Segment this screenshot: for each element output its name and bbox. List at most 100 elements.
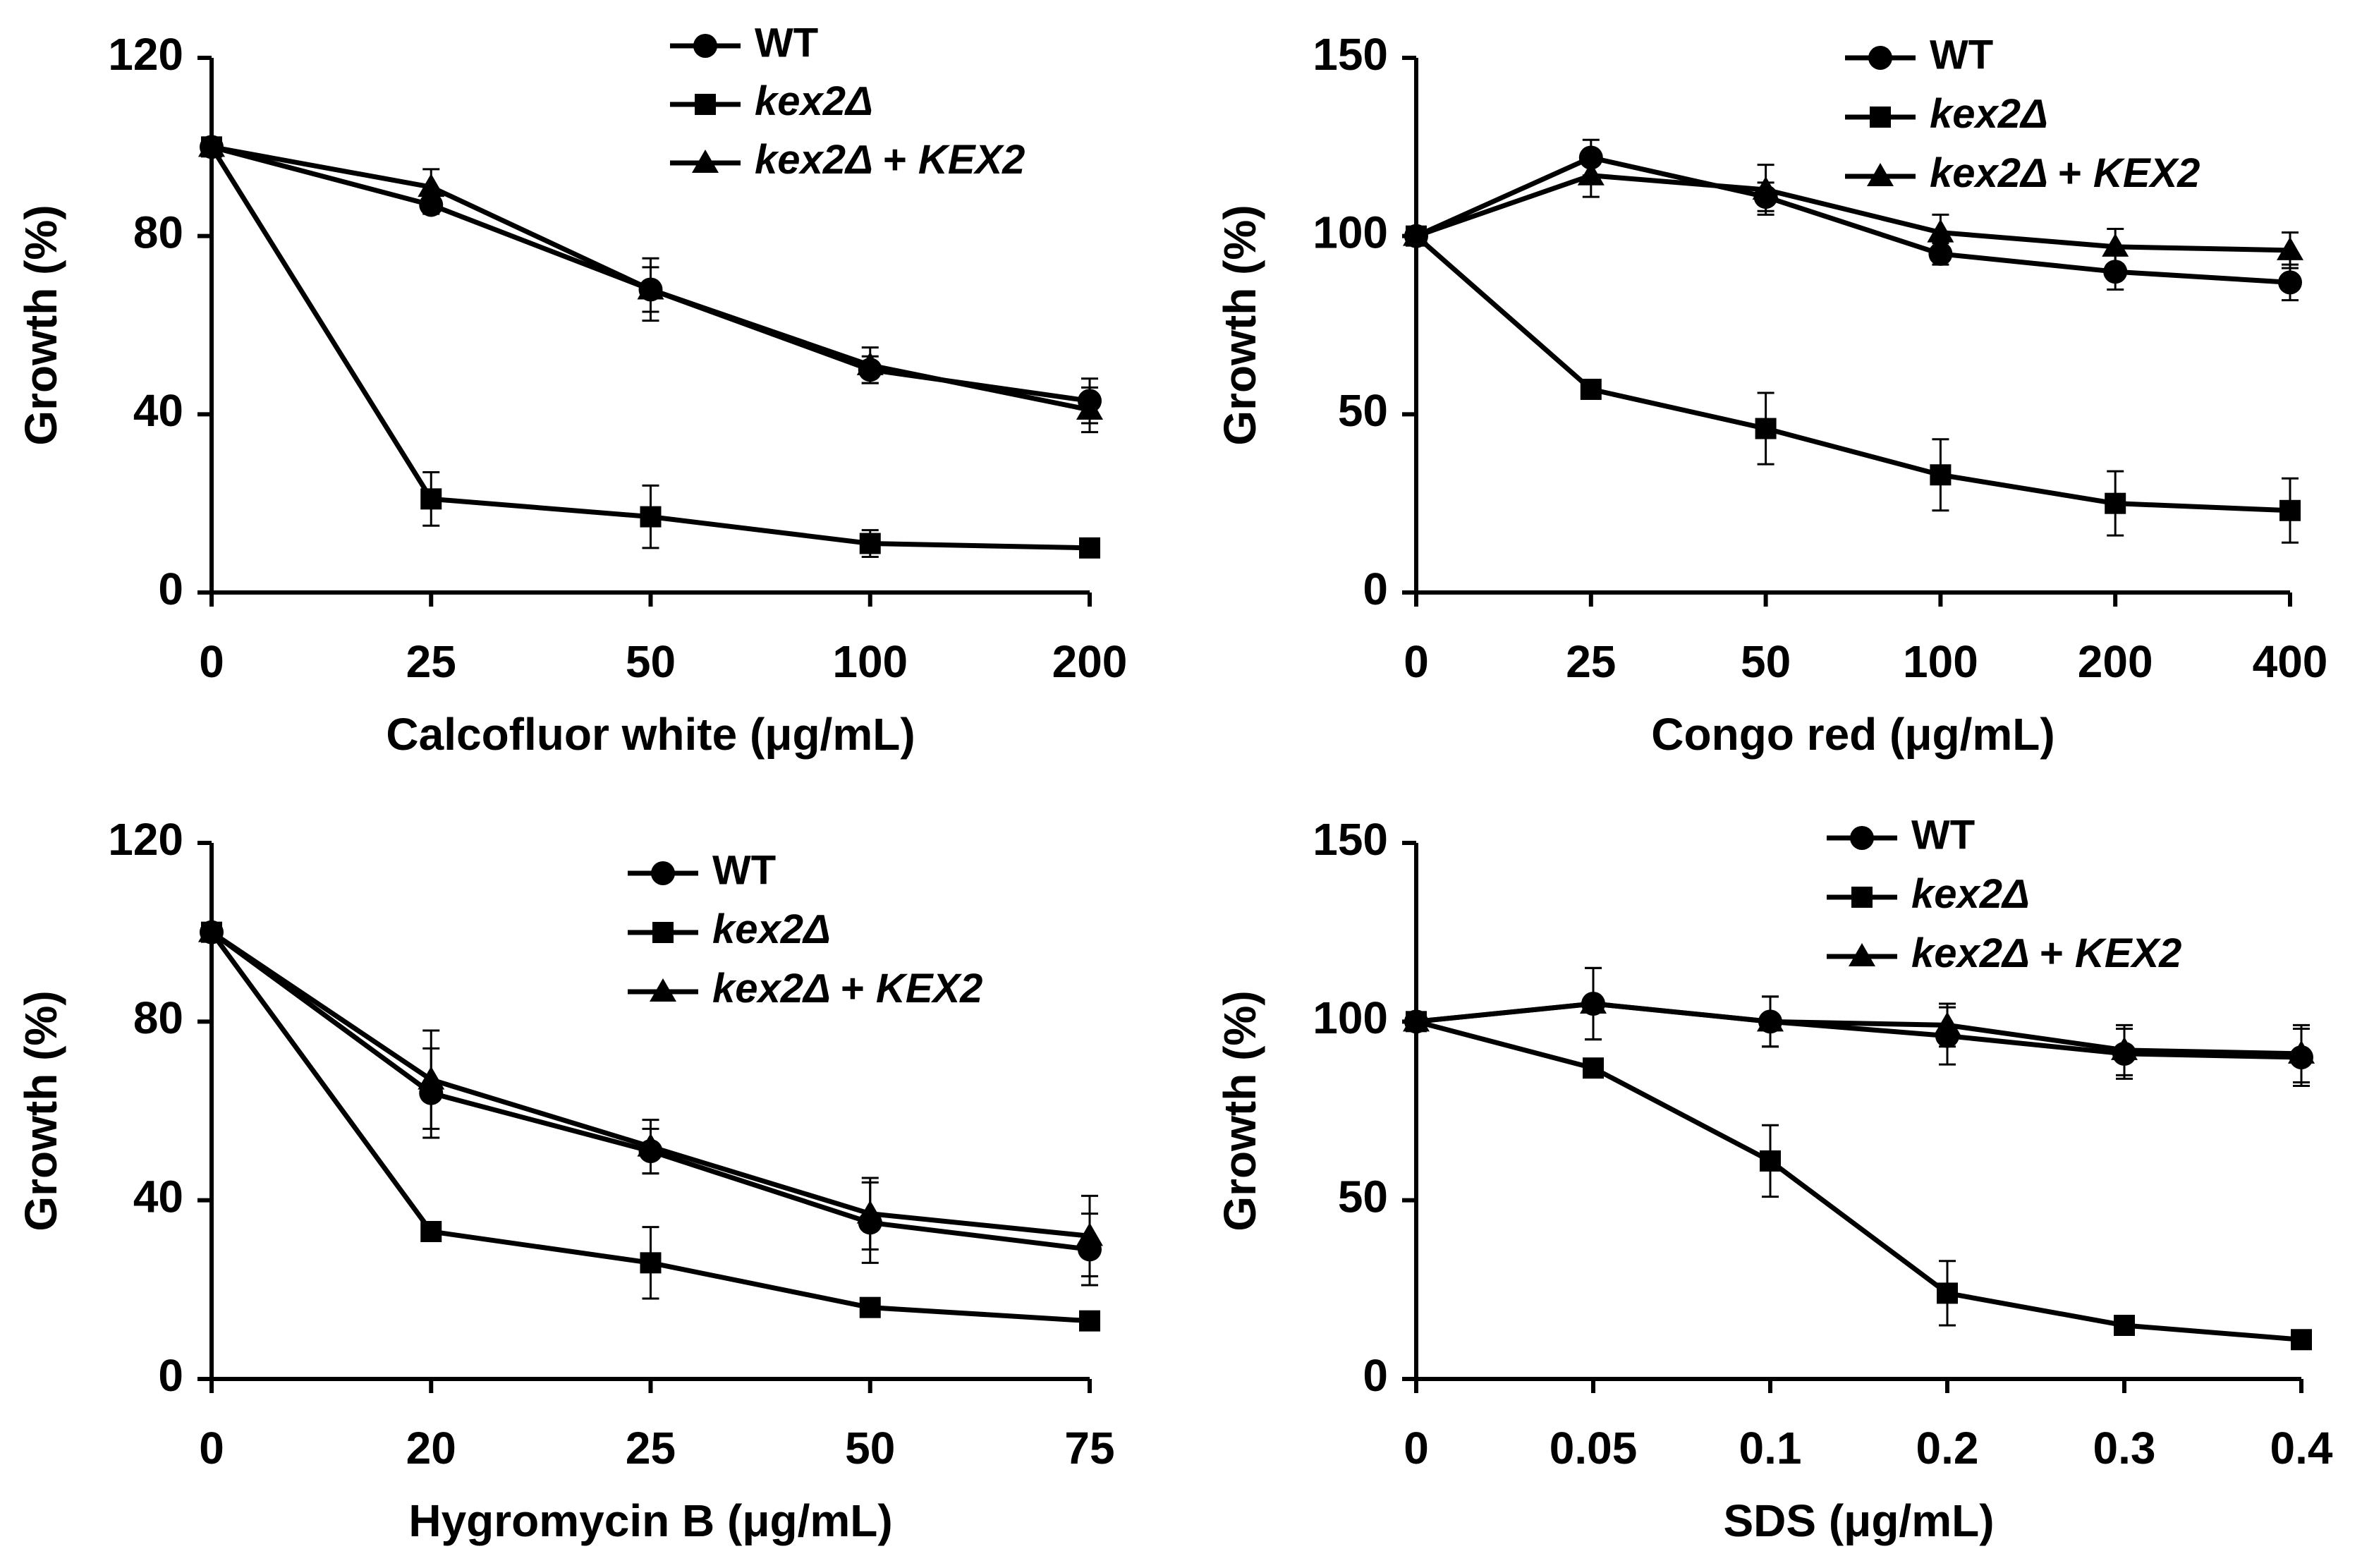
legend: WT kex2Δ kex2Δ + KEX2	[1827, 812, 2181, 976]
data-point-triangle-marker	[1403, 222, 1430, 246]
y-axis-title: Growth (%)	[1215, 990, 1265, 1231]
y-tick-label: 40	[133, 1172, 183, 1222]
data-point-triangle-marker	[418, 1066, 445, 1090]
legend-label: WT	[1911, 812, 1975, 858]
data-point-square-marker	[420, 488, 442, 510]
legend-label: kex2Δ + KEX2	[1930, 150, 2200, 196]
x-tick-label: 50	[845, 1423, 895, 1473]
x-tick-label: 0	[199, 636, 224, 687]
series-circle	[1404, 138, 2302, 302]
data-point-triangle-marker	[2111, 1036, 2138, 1060]
series-triangle	[198, 918, 1103, 1277]
x-tick-label: 200	[1052, 636, 1128, 687]
x-tick-label: 0	[1404, 1423, 1429, 1473]
series-line	[1415, 154, 2291, 285]
data-point-triangle-marker	[198, 133, 225, 157]
legend-triangle-marker	[1867, 163, 1894, 186]
x-axis-title: Calcofluor white (μg/mL)	[386, 709, 915, 760]
x-tick-label: 25	[406, 636, 456, 687]
x-tick-label: 0	[199, 1423, 224, 1473]
data-point-square-marker	[1937, 1282, 1958, 1304]
legend: WT kex2Δ kex2Δ + KEX2	[1845, 32, 2200, 196]
y-tick-label: 150	[1313, 29, 1388, 80]
series-circle	[1404, 966, 2313, 1088]
data-point-triangle-marker	[1076, 1222, 1103, 1246]
legend-triangle-marker	[650, 978, 676, 1002]
x-tick-label: 0.1	[1739, 1423, 1802, 1473]
legend-square-marker	[1870, 107, 1891, 128]
y-tick-label: 120	[108, 29, 183, 80]
data-point-triangle-marker	[1403, 1008, 1430, 1032]
x-tick-label: 400	[2253, 636, 2328, 687]
x-axis-title: Congo red (μg/mL)	[1651, 709, 2054, 760]
legend-circle-marker	[1868, 46, 1892, 70]
data-point-triangle-marker	[1927, 219, 1954, 243]
data-point-triangle-marker	[2102, 233, 2129, 257]
y-tick-label: 120	[108, 814, 183, 865]
legend-label: kex2Δ	[1911, 871, 2030, 917]
data-point-triangle-marker	[1580, 990, 1607, 1014]
y-tick-label: 50	[1338, 385, 1388, 436]
data-point-triangle-marker	[1757, 1008, 1784, 1032]
data-point-square-marker	[1755, 418, 1777, 439]
x-tick-label: 50	[626, 636, 676, 687]
data-point-triangle-marker	[856, 1200, 884, 1224]
legend-square-marker	[695, 94, 716, 115]
data-point-circle-marker	[1928, 241, 1953, 266]
x-tick-label: 25	[626, 1423, 676, 1473]
data-point-triangle-marker	[1076, 396, 1103, 420]
data-point-square-marker	[859, 1296, 881, 1318]
data-point-square-marker	[1079, 1310, 1100, 1332]
y-tick-label: 0	[158, 564, 183, 614]
data-point-square-marker	[640, 506, 662, 528]
series-line	[1414, 234, 2291, 513]
y-tick-label: 150	[1313, 814, 1388, 865]
data-point-circle-marker	[2103, 260, 2128, 284]
x-tick-label: 20	[406, 1423, 456, 1473]
data-point-triangle-marker	[637, 1133, 664, 1157]
legend-square-marker	[1851, 887, 1873, 908]
x-tick-label: 100	[1903, 636, 1978, 687]
y-tick-label: 0	[158, 1350, 183, 1401]
legend-circle-marker	[1850, 826, 1874, 850]
x-tick-label: 0	[1404, 636, 1429, 687]
data-point-square-marker	[2279, 499, 2301, 521]
chart-panel-4: 0 50 100 150 0 0.05 0.1 0.2 0.3 0.4 SDS (μg/mL) Gro…	[1215, 812, 2333, 1546]
legend-label: kex2Δ + KEX2	[755, 137, 1025, 183]
series-square	[1406, 1011, 2312, 1351]
x-axis-title: SDS (μg/mL)	[1723, 1495, 1994, 1546]
x-tick-label: 0.3	[2093, 1423, 2156, 1473]
x-tick-label: 100	[832, 636, 908, 687]
data-point-triangle-marker	[198, 918, 225, 942]
legend-label: kex2Δ	[712, 906, 831, 952]
series-line	[1416, 1019, 2302, 1342]
y-tick-label: 100	[1313, 207, 1388, 258]
legend-triangle-marker	[692, 150, 719, 173]
x-axis-title: Hygromycin B (μg/mL)	[408, 1495, 892, 1546]
legend-label: kex2Δ	[755, 78, 873, 124]
y-tick-label: 50	[1338, 1172, 1388, 1222]
x-tick-label: 75	[1064, 1423, 1114, 1473]
data-point-square-marker	[1580, 378, 1602, 400]
data-point-square-marker	[2114, 1315, 2135, 1336]
y-tick-label: 0	[1363, 1350, 1388, 1401]
legend-label: kex2Δ + KEX2	[1911, 930, 2181, 976]
data-point-triangle-marker	[2288, 1040, 2315, 1064]
series-square	[201, 136, 1100, 559]
y-tick-label: 40	[133, 385, 183, 436]
legend: WT kex2Δ kex2Δ + KEX2	[670, 20, 1025, 183]
y-tick-label: 80	[133, 207, 183, 258]
legend: WT kex2Δ kex2Δ + KEX2	[628, 847, 982, 1011]
data-point-triangle-marker	[856, 351, 884, 375]
y-tick-label: 0	[1363, 564, 1388, 614]
legend-label: WT	[755, 20, 818, 66]
data-point-square-marker	[1079, 537, 1100, 559]
legend-circle-marker	[651, 861, 675, 885]
legend-label: kex2Δ	[1930, 91, 2048, 137]
x-tick-label: 0.4	[2270, 1423, 2333, 1473]
data-point-triangle-marker	[418, 174, 445, 197]
x-tick-label: 25	[1566, 636, 1616, 687]
data-point-square-marker	[1930, 464, 1952, 486]
data-point-triangle-marker	[2277, 236, 2303, 260]
